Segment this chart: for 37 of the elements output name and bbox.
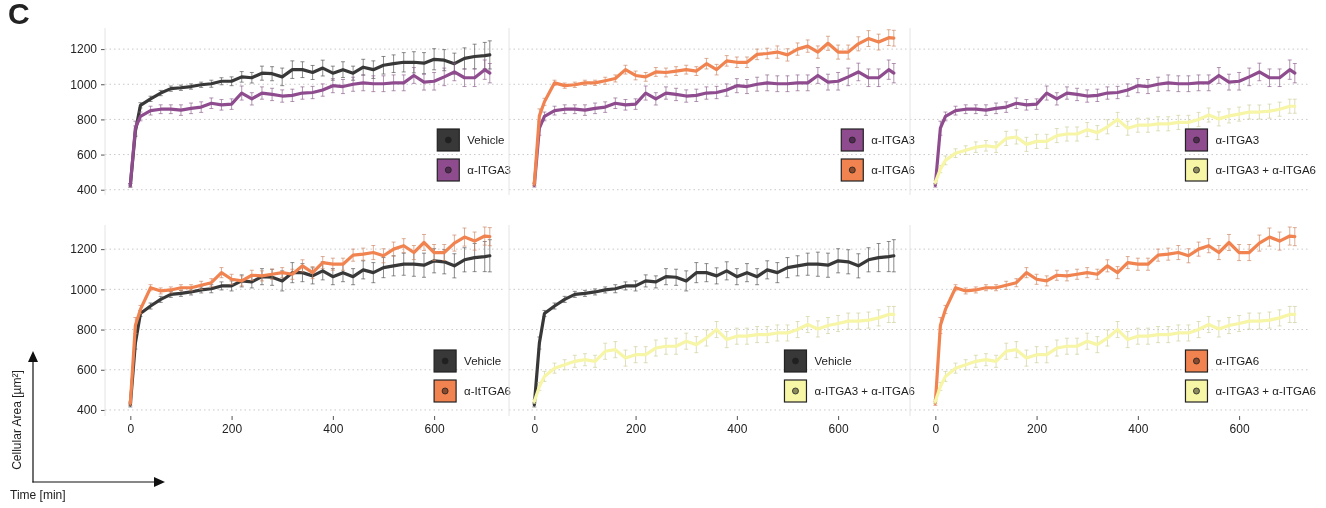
x-tick-label: 400 xyxy=(1128,421,1149,436)
x-tick-label: 0 xyxy=(531,421,539,436)
legend-label: Vehicle xyxy=(464,355,502,367)
x-tick-label: 200 xyxy=(1027,421,1048,436)
legend-label: α-ITGA3 + α-ITGA6 xyxy=(1215,385,1316,397)
legend-label: Vehicle xyxy=(467,134,505,146)
y-tick-label: 1200 xyxy=(70,242,98,257)
y-tick-label: 800 xyxy=(76,322,98,337)
y-tick-label: 800 xyxy=(76,112,98,127)
x-tick-label: 0 xyxy=(932,421,940,436)
legend-label: Vehicle xyxy=(814,355,852,367)
x-axis-title: Time [min] xyxy=(10,488,66,502)
legend-label: α-ITGA6 xyxy=(871,164,915,176)
y-tick-label: 1200 xyxy=(70,42,98,57)
x-tick-label: 400 xyxy=(727,421,748,436)
x-tick-label: 600 xyxy=(424,421,445,436)
y-tick-label: 400 xyxy=(76,403,98,418)
x-tick-label: 0 xyxy=(127,421,135,436)
y-tick-label: 400 xyxy=(76,183,98,198)
text: C xyxy=(8,0,30,30)
y-tick-label: 1000 xyxy=(70,77,98,92)
x-tick-label: 200 xyxy=(222,421,243,436)
legend-label: α-ITGA3 xyxy=(467,164,511,176)
legend-label: α-ITGA3 xyxy=(871,134,915,146)
y-tick-label: 1000 xyxy=(70,282,98,297)
legend-label: α-ITGA3 xyxy=(1215,134,1260,146)
legend-label: α-ITGA3 + α-ITGA6 xyxy=(814,385,915,397)
y-axis-title: Cellular Area [µm²] xyxy=(10,370,24,470)
x-tick-label: 600 xyxy=(828,421,849,436)
legend-label: α-ITGA6 xyxy=(1215,355,1260,367)
x-tick-label: 400 xyxy=(323,421,344,436)
legend-label: α-ITGA3 + α-ITGA6 xyxy=(1215,164,1316,176)
y-tick-label: 600 xyxy=(76,363,98,378)
x-tick-label: 600 xyxy=(1229,421,1250,436)
x-tick-label: 200 xyxy=(626,421,647,436)
y-tick-label: 600 xyxy=(76,147,98,162)
legend-label: α-ItTGA6 xyxy=(464,385,511,397)
